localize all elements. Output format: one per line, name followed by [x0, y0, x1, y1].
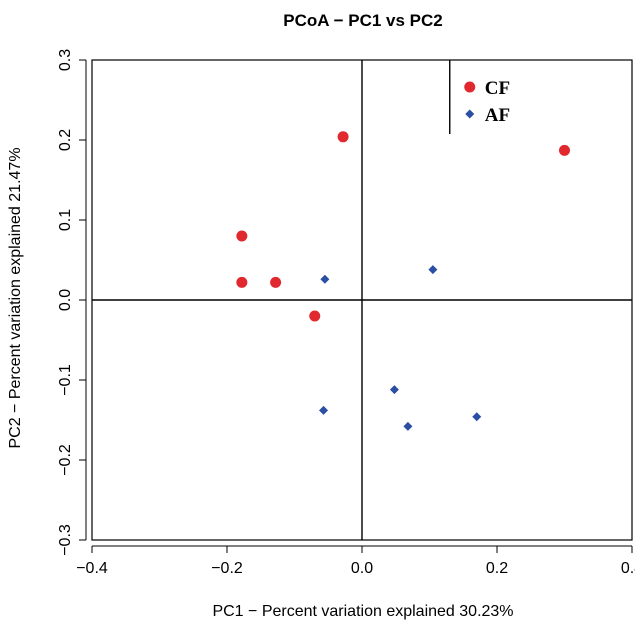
x-axis: −0.4 −0.2 0.0 0.2 0.4 [76, 545, 635, 577]
y-tick-label: −0.3 [57, 524, 74, 556]
point-af [403, 421, 413, 431]
point-cf [559, 144, 570, 156]
y-tick-label: 0.2 [57, 129, 74, 151]
x-axis-label: PC1 − Percent variation explained 30.23% [212, 603, 513, 620]
legend-marker-af [465, 109, 475, 119]
x-tick-label: 0.2 [486, 560, 508, 577]
chart-title: PCoA − PC1 vs PC2 [283, 11, 443, 30]
y-tick-label: 0.3 [57, 49, 74, 71]
y-tick-label: 0.0 [57, 289, 74, 311]
legend: CF AF [449, 60, 510, 134]
y-axis: −0.3 −0.2 −0.1 0.0 0.1 0.2 0.3 [57, 49, 87, 556]
point-af [472, 412, 482, 422]
y-tick-label: −0.2 [57, 444, 74, 476]
x-tick-label: 0.0 [351, 560, 373, 577]
legend-label-af: AF [485, 105, 510, 126]
legend-label-cf: CF [485, 78, 510, 99]
y-tick-label: −0.1 [57, 364, 74, 396]
data-points [236, 131, 570, 431]
point-cf [236, 230, 248, 242]
x-tick-label: 0.4 [621, 560, 635, 577]
point-cf [309, 310, 321, 322]
point-af [320, 274, 330, 284]
point-cf [270, 276, 282, 288]
legend-marker-cf [464, 81, 476, 93]
y-axis-label: PC2 − Percent variation explained 21.47% [7, 147, 24, 448]
zero-reference-lines [92, 60, 632, 540]
point-af [389, 385, 399, 395]
x-tick-label: −0.4 [76, 560, 108, 577]
point-cf [236, 276, 248, 288]
point-af [319, 405, 329, 415]
x-tick-label: −0.2 [211, 560, 243, 577]
point-af [428, 265, 438, 275]
point-cf [337, 131, 349, 143]
y-tick-label: 0.1 [57, 209, 74, 231]
